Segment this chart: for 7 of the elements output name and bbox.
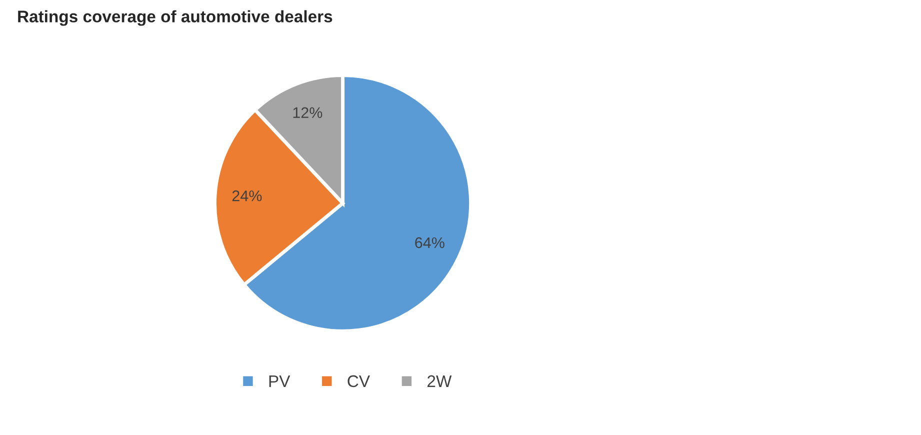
legend-label: 2W (428, 375, 452, 387)
data-label: 64% (415, 237, 444, 248)
data-label: 24% (232, 190, 262, 202)
chart-title: Ratings coverage of automotive dealers (18, 10, 332, 26)
legend-label: PV (269, 375, 290, 387)
data-label: 12% (293, 107, 322, 118)
legend-label: CV (348, 375, 370, 388)
